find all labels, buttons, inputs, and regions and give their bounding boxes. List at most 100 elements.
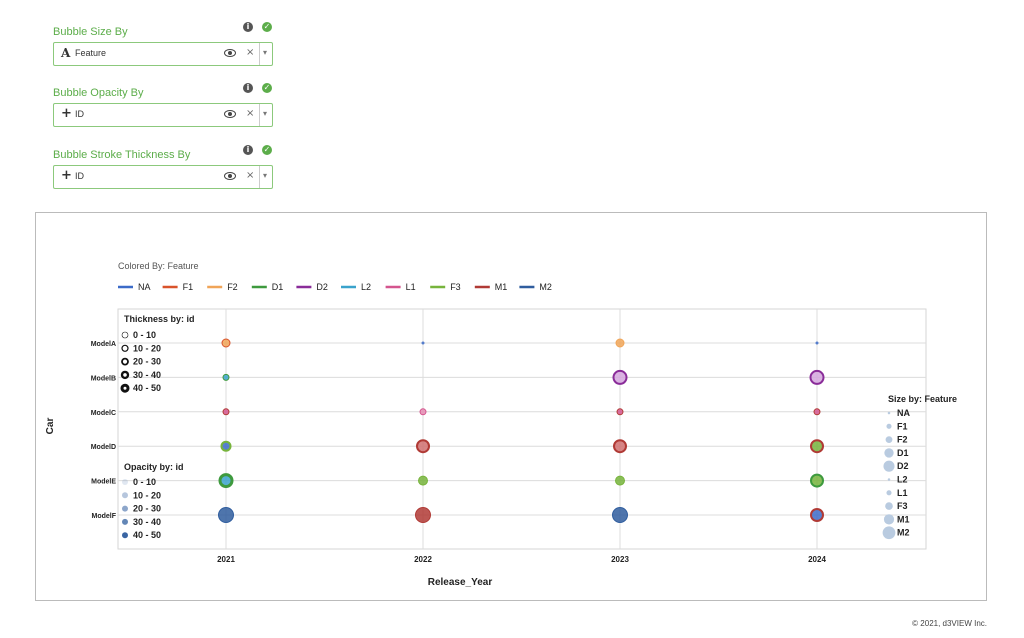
data-point [221, 338, 231, 348]
y-tick-label: ModelE [91, 479, 116, 486]
opacity-legend-label: 30 - 40 [133, 517, 161, 527]
thickness-legend-title: Thickness by: id [124, 314, 195, 324]
data-point [218, 507, 234, 523]
data-point [416, 439, 430, 454]
size-swatch [887, 478, 891, 481]
text-type-icon: A [61, 46, 71, 60]
y-tick-label: ModelF [92, 513, 117, 520]
legend-label-f1: F1 [183, 282, 194, 292]
eye-icon[interactable] [224, 110, 236, 118]
opacity-legend-label: 40 - 50 [133, 530, 161, 540]
bubble-stroke-value: ID [75, 171, 84, 181]
size-swatch [886, 490, 892, 496]
y-tick-label: ModelA [91, 341, 116, 348]
data-point [222, 373, 230, 381]
opacity-legend-title: Opacity by: id [124, 462, 184, 472]
gridlines [118, 309, 926, 549]
colored-by-label: Colored By: Feature [118, 261, 199, 271]
data-point [415, 507, 431, 523]
legend-label-f3: F3 [450, 282, 461, 292]
size-legend-label: M2 [897, 528, 910, 538]
size-legend-label: NA [897, 408, 910, 418]
y-axis-title: Car [45, 418, 56, 435]
data-point [612, 507, 628, 523]
x-tick-label: 2023 [611, 555, 629, 564]
check-icon: ✓ [262, 83, 272, 93]
check-icon: ✓ [262, 22, 272, 32]
x-tick-label: 2022 [414, 555, 432, 564]
data-point [813, 408, 821, 416]
bubble-opacity-label: Bubble Opacity By [53, 87, 144, 99]
data-point [418, 475, 428, 486]
clear-icon[interactable]: × [246, 47, 255, 58]
chart-panel: Colored By: Feature NA F1 F2 D1 D2 L2 L1 F3 M1 M2… [35, 212, 987, 601]
eye-icon[interactable] [224, 172, 236, 180]
bubble-stroke-label: Bubble Stroke Thickness By [53, 149, 191, 161]
chevron-down-icon[interactable]: ▾ [263, 109, 268, 118]
opacity-legend-label: 20 - 30 [133, 504, 161, 514]
data-point [220, 440, 232, 452]
thickness-swatch [121, 357, 129, 366]
size-legend-label: L1 [897, 488, 908, 498]
size-swatch [883, 460, 895, 472]
data-point [613, 439, 627, 454]
size-legend-label: D2 [897, 461, 909, 471]
numeric-type-icon: + [61, 168, 72, 183]
data-point [218, 473, 234, 489]
legend-label-d2: D2 [316, 282, 328, 292]
numeric-type-icon: + [61, 106, 72, 121]
opacity-legend-label: 10 - 20 [133, 490, 161, 500]
copyright: © 2021, d3VIEW Inc. [912, 619, 987, 628]
data-point [810, 439, 824, 454]
x-tick-label: 2021 [217, 555, 235, 564]
opacity-legend-label: 0 - 10 [133, 477, 156, 487]
size-legend-label: F2 [897, 435, 908, 445]
plot-area [117, 308, 927, 550]
bubble-opacity-select[interactable]: + ID × ▾ [53, 103, 273, 127]
y-tick-label: ModelD [91, 444, 116, 451]
data-point [612, 369, 628, 385]
legend-label-d1: D1 [272, 282, 284, 292]
bubble-opacity-value: ID [75, 109, 84, 119]
chevron-down-icon[interactable]: ▾ [263, 48, 268, 57]
bubble-stroke-select[interactable]: + ID × ▾ [53, 165, 273, 189]
thickness-swatch [121, 331, 129, 339]
data-point [810, 508, 824, 522]
data-point [615, 475, 625, 486]
size-swatch [885, 502, 893, 510]
check-icon: ✓ [262, 145, 272, 155]
y-tick-label: ModelC [91, 410, 116, 417]
opacity-swatch [122, 492, 128, 499]
opacity-swatch [122, 479, 128, 485]
data-points [218, 338, 825, 523]
divider [259, 166, 260, 188]
thickness-swatch [120, 370, 130, 380]
thickness-legend: Thickness by: id 0 - 10 10 - 20 20 - 30 30 -… [120, 314, 195, 393]
info-icon[interactable]: i [243, 22, 253, 32]
chevron-down-icon[interactable]: ▾ [263, 171, 268, 180]
legend-label-f2: F2 [227, 282, 238, 292]
data-point [810, 473, 824, 488]
eye-icon[interactable] [224, 49, 236, 57]
divider [259, 43, 260, 65]
clear-icon[interactable]: × [246, 108, 255, 119]
bubble-size-select[interactable]: A Feature × ▾ [53, 42, 273, 66]
data-point [419, 408, 427, 416]
y-axis: ModelA ModelB ModelC ModelD ModelE ModelF [91, 341, 117, 520]
opacity-swatch [122, 518, 128, 525]
size-legend-label: F3 [897, 501, 908, 511]
x-axis-title: Release_Year [428, 577, 493, 588]
info-icon[interactable]: i [243, 145, 253, 155]
size-swatch [884, 448, 894, 458]
thickness-swatch [120, 383, 130, 393]
size-swatch [885, 436, 893, 443]
size-legend-label: F1 [897, 421, 908, 431]
data-point [815, 341, 819, 345]
size-legend-title: Size by: Feature [888, 394, 957, 404]
thickness-swatch [121, 344, 129, 352]
info-icon[interactable]: i [243, 83, 253, 93]
thickness-legend-label: 10 - 20 [133, 343, 161, 353]
color-legend: NA F1 F2 D1 D2 L2 L1 F3 M1 M2 [118, 282, 552, 292]
legend-label-m2: M2 [539, 282, 552, 292]
clear-icon[interactable]: × [246, 170, 255, 181]
